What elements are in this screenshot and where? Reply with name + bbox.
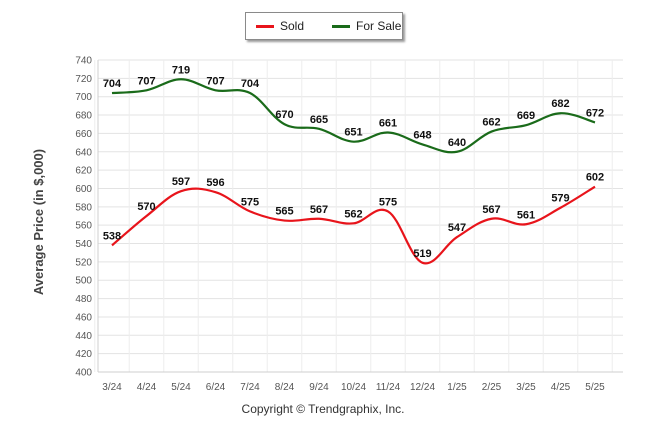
data-label-for-sale: 672	[586, 107, 604, 119]
data-label-for-sale: 704	[103, 78, 122, 90]
y-tick-label: 740	[75, 56, 92, 67]
x-tick-label: 2/25	[482, 382, 502, 393]
x-tick-label: 11/24	[376, 382, 401, 393]
data-label-for-sale: 661	[379, 117, 397, 129]
data-label-sold: 597	[172, 176, 190, 188]
legend-label-sold: Sold	[280, 19, 305, 33]
data-label-for-sale: 640	[448, 137, 466, 149]
x-tick-label: 4/24	[137, 382, 157, 393]
y-tick-label: 520	[75, 257, 92, 268]
copyright-text: Copyright © Trendgraphix, Inc.	[241, 402, 405, 416]
data-label-for-sale: 707	[206, 75, 224, 87]
series-lines	[111, 78, 596, 265]
x-tick-label: 5/25	[585, 382, 605, 393]
data-labels: 538 570 597 596 575 565 567 562 575 519 547 567 561 5…	[103, 64, 604, 260]
y-tick-label: 720	[75, 74, 92, 85]
y-tick-label: 420	[75, 349, 92, 360]
data-label-sold: 538	[103, 230, 121, 242]
legend-label-for-sale: For Sale	[356, 19, 402, 33]
data-label-for-sale: 704	[241, 78, 260, 90]
y-axis-title: Average Price (in $,000)	[31, 149, 46, 295]
legend-item-for-sale[interactable]: For Sale	[332, 19, 401, 33]
legend-swatch-for-sale	[332, 24, 351, 28]
x-tick-label: 9/24	[309, 382, 329, 393]
x-tick-label: 6/24	[206, 382, 226, 393]
x-tick-label: 3/24	[102, 382, 122, 393]
data-label-sold: 575	[241, 196, 259, 208]
y-tick-label: 500	[75, 276, 92, 287]
data-label-sold: 567	[310, 204, 328, 216]
x-tick-label: 4/25	[551, 382, 571, 393]
x-tick-label: 7/24	[240, 382, 260, 393]
y-tick-label: 400	[75, 368, 92, 379]
data-label-for-sale: 648	[413, 129, 431, 141]
x-axis-ticks: 3/24 4/24 5/24 6/24 7/24 8/24 9/24 10/24 11/24 12…	[102, 382, 605, 393]
data-label-for-sale: 670	[275, 109, 293, 121]
data-label-sold: 567	[482, 204, 500, 216]
y-tick-label: 680	[75, 111, 92, 122]
data-label-sold: 562	[344, 208, 362, 220]
series-line-sold	[111, 185, 596, 265]
data-label-for-sale: 719	[172, 64, 190, 76]
y-tick-label: 540	[75, 239, 92, 250]
y-tick-label: 440	[75, 331, 92, 342]
data-label-for-sale: 651	[344, 127, 362, 139]
data-label-sold: 596	[206, 177, 224, 189]
y-axis-ticks: 400 420 440 460 480 500 520 540 560 580 600 620 640 6…	[75, 56, 92, 379]
y-tick-label: 620	[75, 166, 92, 177]
x-tick-label: 3/25	[516, 382, 536, 393]
legend: Sold For Sale	[245, 12, 403, 40]
x-tick-label: 12/24	[410, 382, 435, 393]
x-tick-label: 5/24	[171, 382, 191, 393]
y-tick-label: 640	[75, 147, 92, 158]
legend-swatch-sold	[256, 24, 274, 28]
x-tick-label: 8/24	[275, 382, 295, 393]
data-label-for-sale: 682	[551, 98, 569, 110]
x-tick-label: 1/25	[447, 382, 467, 393]
data-label-sold: 565	[275, 206, 293, 218]
data-label-for-sale: 707	[137, 75, 155, 87]
legend-item-sold[interactable]: Sold	[256, 19, 304, 33]
data-label-for-sale: 665	[310, 114, 328, 126]
grid-lines	[94, 59, 623, 373]
x-tick-label: 10/24	[341, 382, 366, 393]
y-tick-label: 700	[75, 92, 92, 103]
data-label-sold: 561	[517, 209, 535, 221]
y-tick-label: 560	[75, 221, 92, 232]
data-label-sold: 575	[379, 196, 397, 208]
y-tick-label: 480	[75, 294, 92, 305]
y-tick-label: 580	[75, 202, 92, 213]
data-label-sold: 579	[551, 193, 569, 205]
y-tick-label: 460	[75, 312, 92, 323]
data-label-sold: 570	[137, 201, 155, 213]
data-label-for-sale: 669	[517, 110, 535, 122]
data-label-sold: 547	[448, 222, 466, 234]
data-label-for-sale: 662	[482, 117, 500, 129]
y-tick-label: 660	[75, 129, 92, 140]
y-tick-label: 600	[75, 184, 92, 195]
data-label-sold: 602	[586, 172, 604, 184]
series-line-for-sale	[111, 78, 596, 154]
data-label-sold: 519	[413, 248, 431, 260]
